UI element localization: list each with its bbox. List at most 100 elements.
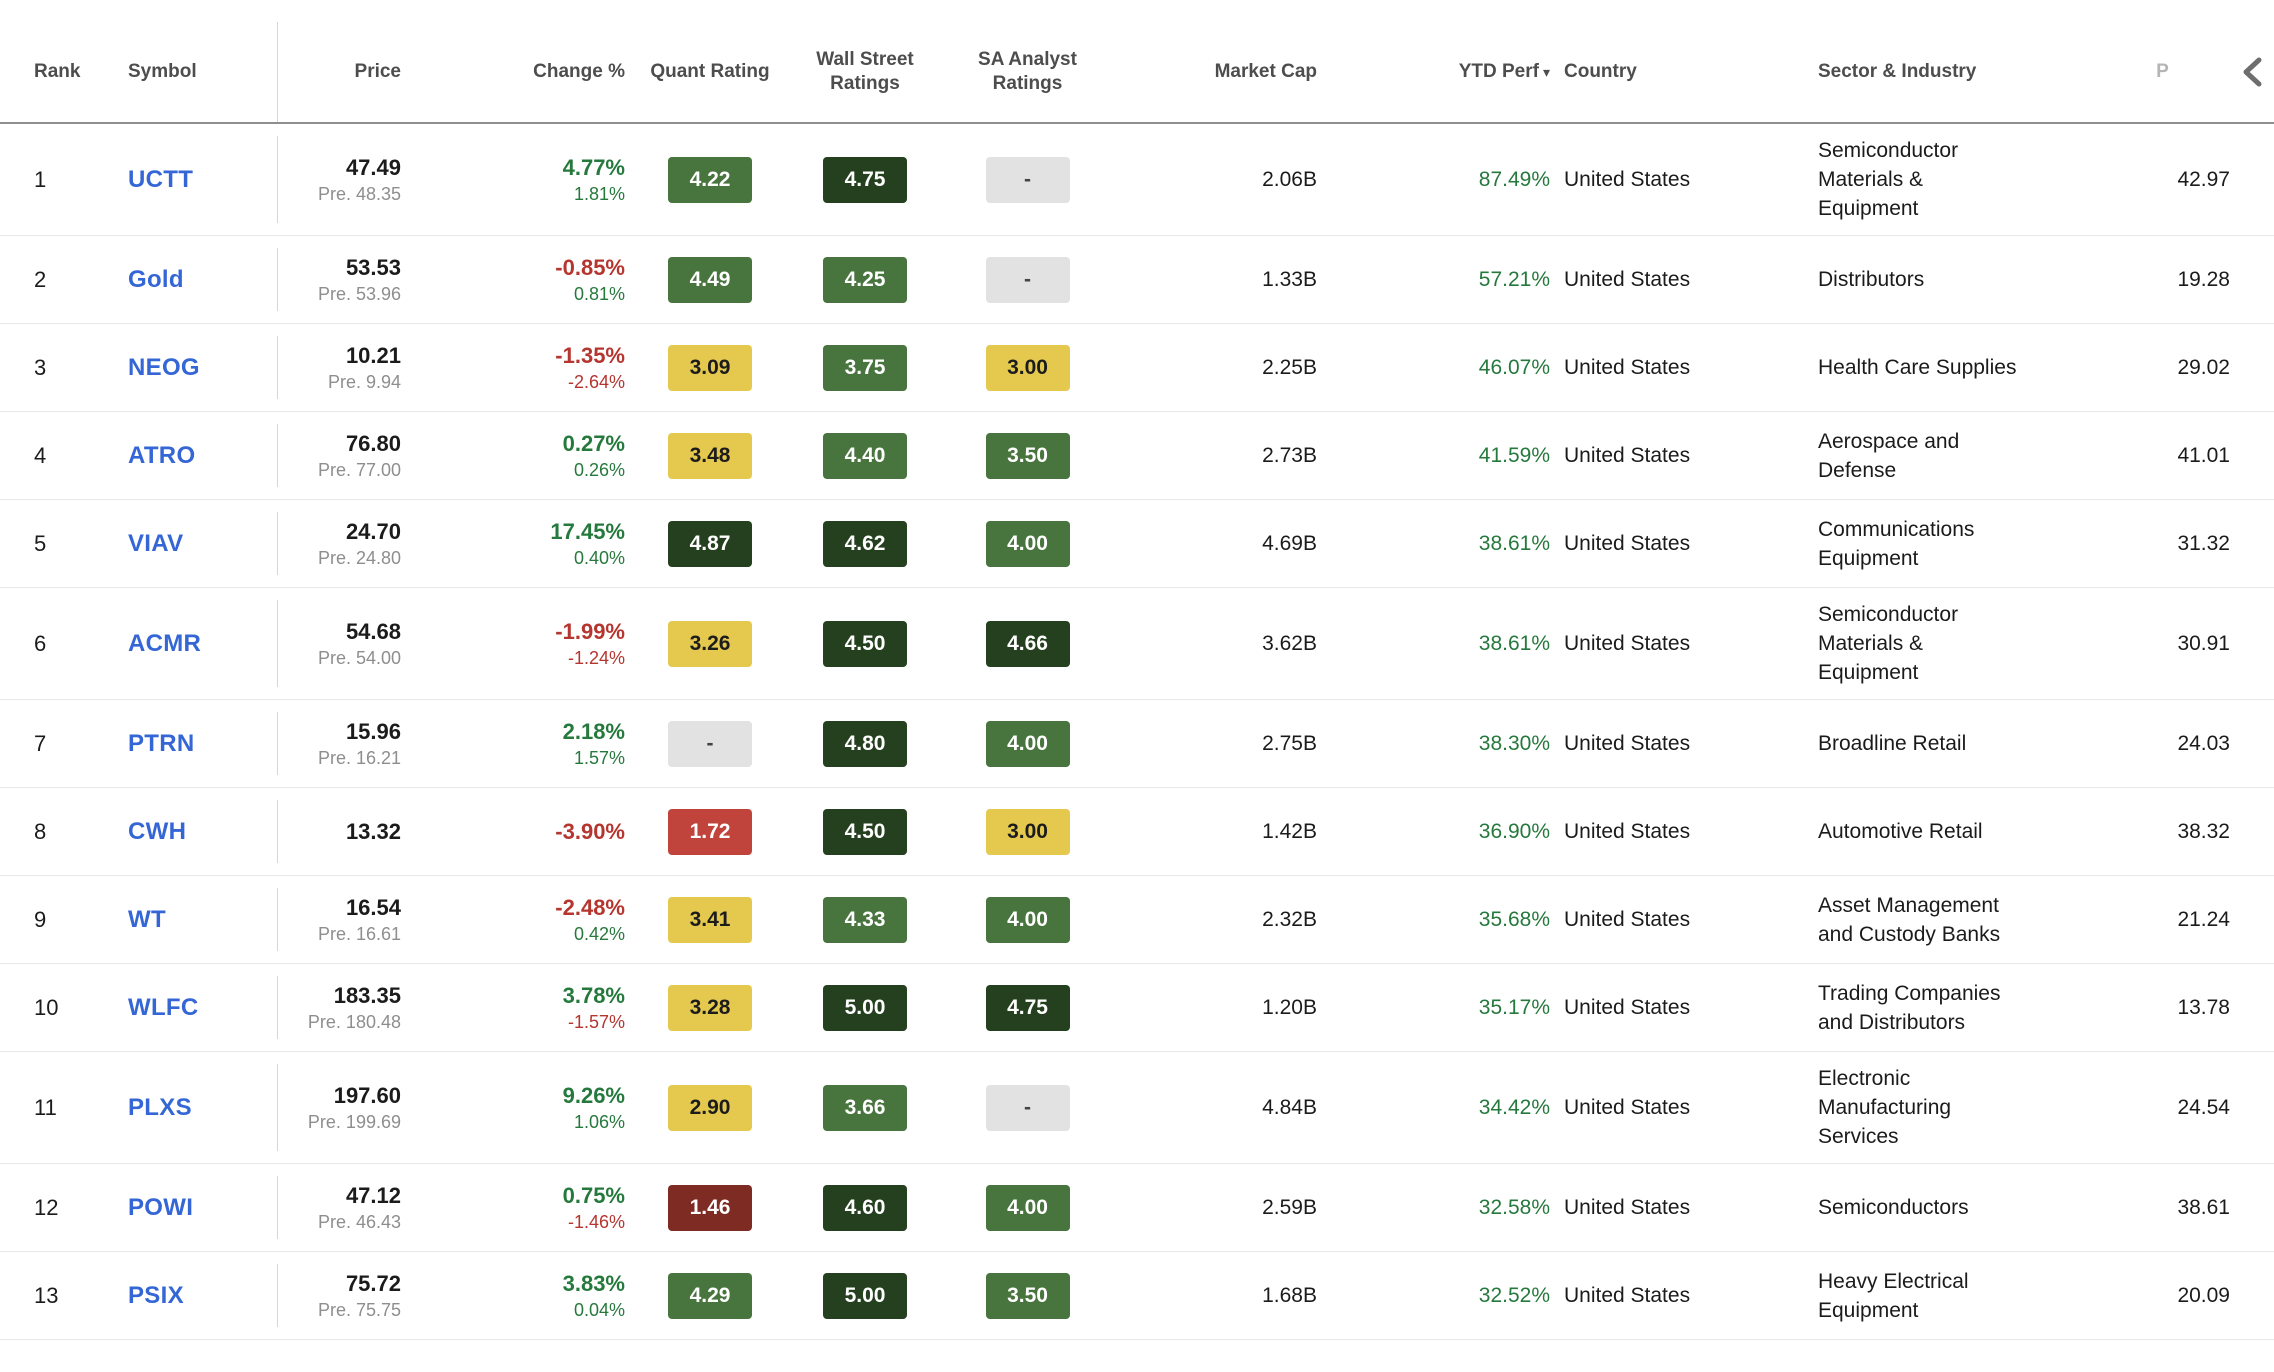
- symbol-link[interactable]: UCTT: [128, 165, 194, 193]
- country-value: United States: [1564, 907, 1691, 931]
- price-value: 75.72: [345, 1270, 401, 1296]
- sa-analyst-rating-badge[interactable]: -: [985, 256, 1070, 303]
- symbol-link[interactable]: ATRO: [128, 441, 196, 469]
- sa-analyst-rating-badge[interactable]: 4.00: [985, 896, 1070, 943]
- price-cell: 24.70 Pre. 24.80: [278, 517, 415, 571]
- symbol-cell: NEOG: [80, 336, 278, 399]
- col-header-symbol[interactable]: Symbol: [80, 22, 278, 122]
- wall-street-rating-badge[interactable]: 4.80: [823, 720, 907, 767]
- quant-rating-badge[interactable]: 3.26: [668, 620, 752, 667]
- symbol-link[interactable]: Gold: [128, 265, 184, 293]
- rank-value: 2: [34, 266, 47, 292]
- wall-street-rating-badge[interactable]: 5.00: [823, 1272, 907, 1319]
- country-cell: United States: [1550, 632, 1810, 656]
- sector-industry-value: Semiconductors: [1818, 1196, 1969, 1219]
- sa-analyst-rating-badge[interactable]: 4.66: [985, 620, 1070, 667]
- wall-street-rating-badge[interactable]: 4.75: [823, 156, 907, 203]
- symbol-link[interactable]: PTRN: [128, 729, 195, 757]
- last-column-value: 38.61: [2177, 1195, 2230, 1219]
- symbol-link[interactable]: WT: [128, 905, 166, 933]
- price-cell: 47.49 Pre. 48.35: [278, 153, 415, 207]
- table-row: 7 PTRN 15.96 Pre. 16.21 2.18% 1.57% - 4.…: [0, 700, 2274, 788]
- quant-rating-badge[interactable]: -: [668, 720, 752, 767]
- sa-analyst-rating-badge[interactable]: 4.00: [985, 1184, 1070, 1231]
- col-header-sector-industry[interactable]: Sector & Industry: [1818, 61, 1977, 82]
- wall-street-rating-badge[interactable]: 4.60: [823, 1184, 907, 1231]
- sa-analyst-rating-badge[interactable]: 4.00: [985, 520, 1070, 567]
- sa-analyst-rating-badge[interactable]: 3.50: [985, 432, 1070, 479]
- wall-street-rating-badge[interactable]: 4.33: [823, 896, 907, 943]
- col-header-wall-street-ratings[interactable]: Wall Street Ratings: [816, 49, 914, 94]
- price-value: 16.54: [345, 894, 401, 920]
- sector-industry-value: Semiconductor Materials & Equipment: [1818, 603, 1959, 684]
- sa-analyst-rating-cell: 4.75: [945, 984, 1110, 1031]
- rank-value: 10: [34, 994, 59, 1020]
- quant-rating-badge[interactable]: 1.46: [668, 1184, 752, 1231]
- quant-rating-badge[interactable]: 3.09: [668, 344, 752, 391]
- sa-analyst-rating-badge[interactable]: 3.50: [985, 1272, 1070, 1319]
- quant-rating-badge[interactable]: 4.49: [668, 256, 752, 303]
- sa-analyst-rating-badge[interactable]: 4.00: [985, 720, 1070, 767]
- wall-street-rating-badge[interactable]: 4.25: [823, 256, 907, 303]
- col-header-price[interactable]: Price: [354, 61, 401, 82]
- col-header-sa-analyst-ratings[interactable]: SA Analyst Ratings: [978, 49, 1077, 94]
- symbol-link[interactable]: NEOG: [128, 353, 200, 381]
- sa-analyst-rating-badge[interactable]: -: [985, 1084, 1070, 1131]
- wall-street-rating-badge[interactable]: 4.50: [823, 620, 907, 667]
- quant-rating-badge[interactable]: 3.28: [668, 984, 752, 1031]
- quant-rating-badge[interactable]: 4.87: [668, 520, 752, 567]
- col-header-country[interactable]: Country: [1564, 61, 1637, 82]
- quant-rating-badge[interactable]: 3.48: [668, 432, 752, 479]
- sort-descending-icon: ▾: [1542, 64, 1550, 80]
- col-header-market-cap[interactable]: Market Cap: [1214, 61, 1317, 82]
- quant-rating-badge[interactable]: 1.72: [668, 808, 752, 855]
- last-column-cell: 24.54: [2090, 1096, 2235, 1120]
- quant-rating-badge[interactable]: 4.22: [668, 156, 752, 203]
- change-cell: 0.75% -1.46%: [415, 1181, 635, 1235]
- rank-cell: 6: [0, 631, 80, 657]
- country-cell: United States: [1550, 732, 1810, 756]
- symbol-link[interactable]: PLXS: [128, 1093, 192, 1121]
- sa-analyst-rating-badge[interactable]: -: [985, 156, 1070, 203]
- sa-analyst-rating-cell: 3.00: [945, 808, 1110, 855]
- market-cap-value: 1.68B: [1262, 1283, 1317, 1307]
- table-row: 4 ATRO 76.80 Pre. 77.00 0.27% 0.26% 3.48…: [0, 412, 2274, 500]
- price-value: 76.80: [345, 430, 401, 456]
- premarket-price: Pre. 75.75: [317, 1299, 401, 1320]
- collapse-panel-button[interactable]: [2235, 52, 2269, 92]
- wall-street-rating-cell: 3.66: [785, 1084, 945, 1131]
- wall-street-rating-cell: 4.25: [785, 256, 945, 303]
- quant-rating-badge[interactable]: 3.41: [668, 896, 752, 943]
- symbol-link[interactable]: POWI: [128, 1193, 194, 1221]
- quant-rating-cell: 4.87: [635, 520, 785, 567]
- symbol-link[interactable]: PSIX: [128, 1281, 184, 1309]
- sa-analyst-rating-badge[interactable]: 3.00: [985, 344, 1070, 391]
- sa-analyst-rating-badge[interactable]: 4.75: [985, 984, 1070, 1031]
- wall-street-rating-badge[interactable]: 3.75: [823, 344, 907, 391]
- sa-analyst-rating-badge[interactable]: 3.00: [985, 808, 1070, 855]
- symbol-link[interactable]: VIAV: [128, 529, 184, 557]
- wall-street-rating-badge[interactable]: 4.62: [823, 520, 907, 567]
- last-column-value: 13.78: [2177, 995, 2230, 1019]
- col-header-change[interactable]: Change %: [533, 61, 625, 82]
- price-value: 10.21: [345, 342, 401, 368]
- ytd-perf-value: 87.49%: [1478, 167, 1550, 191]
- quant-rating-badge[interactable]: 4.29: [668, 1272, 752, 1319]
- premarket-price: Pre. 24.80: [317, 547, 401, 568]
- col-header-rank[interactable]: Rank: [34, 61, 81, 82]
- change-percent: -1.35%: [555, 342, 625, 368]
- symbol-link[interactable]: WLFC: [128, 993, 199, 1021]
- wall-street-rating-badge[interactable]: 3.66: [823, 1084, 907, 1131]
- last-column-cell: 20.09: [2090, 1284, 2235, 1308]
- quant-rating-cell: 3.41: [635, 896, 785, 943]
- col-header-ytd-perf[interactable]: YTD Perf ▾: [1325, 60, 1550, 84]
- market-cap-cell: 2.25B: [1110, 356, 1325, 380]
- wall-street-rating-badge[interactable]: 5.00: [823, 984, 907, 1031]
- symbol-link[interactable]: CWH: [128, 817, 187, 845]
- wall-street-rating-badge[interactable]: 4.50: [823, 808, 907, 855]
- symbol-link[interactable]: ACMR: [128, 629, 202, 657]
- wall-street-rating-badge[interactable]: 4.40: [823, 432, 907, 479]
- quant-rating-badge[interactable]: 2.90: [668, 1084, 752, 1131]
- sa-analyst-rating-cell: -: [945, 256, 1110, 303]
- col-header-quant-rating[interactable]: Quant Rating: [650, 61, 770, 82]
